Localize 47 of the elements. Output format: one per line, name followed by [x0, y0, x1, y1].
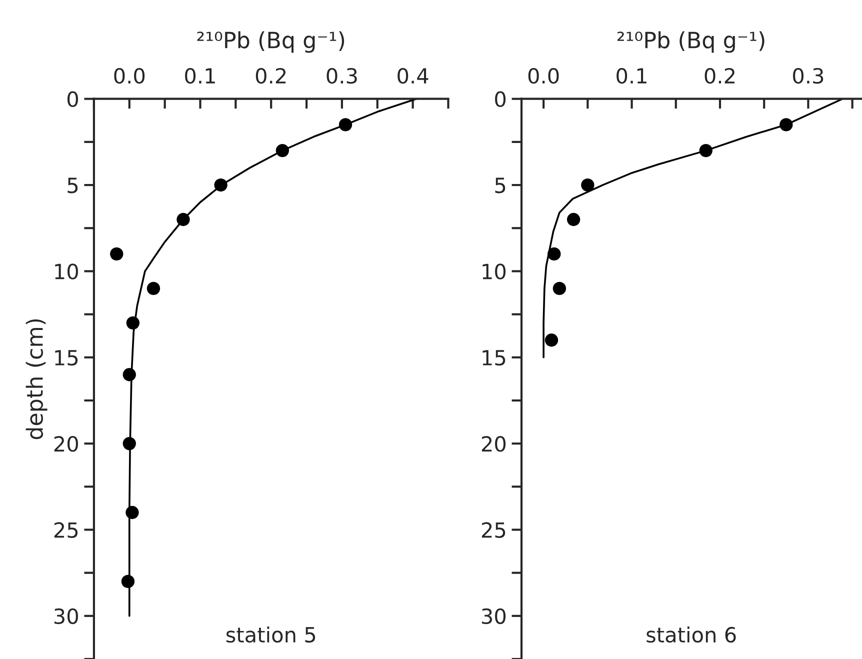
y-tick-label: 10: [55, 264, 78, 280]
point: [548, 247, 561, 261]
point: [146, 282, 160, 296]
y-tick-label: 30: [482, 608, 506, 624]
point: [214, 178, 228, 192]
point: [126, 506, 139, 520]
point: [552, 282, 566, 296]
point: [581, 178, 594, 192]
point: [338, 118, 352, 132]
y-tick-label: 5: [495, 178, 506, 194]
x-axis-title: ²¹⁰Pb (Bq g⁻¹): [197, 31, 344, 53]
y-axis-title: depth (cm): [26, 319, 48, 440]
point: [176, 212, 190, 226]
point: [544, 334, 558, 347]
x-tick-label: 0.2: [256, 68, 286, 84]
point: [122, 368, 136, 382]
y-tick-label: 25: [54, 522, 78, 538]
y-tick-label: 5: [68, 178, 78, 194]
point: [121, 574, 135, 588]
point: [566, 212, 580, 226]
point: [126, 316, 140, 330]
x-tick-label: 0.2: [704, 68, 734, 84]
annotation: station 6: [646, 626, 736, 643]
x-tick-label: 0.1: [616, 68, 646, 84]
y-tick-label: 10: [482, 264, 506, 280]
annotation: station 5: [226, 626, 316, 643]
x-tick-label: 0.4: [398, 68, 428, 84]
x-tick-label: 0.0: [114, 68, 145, 84]
x-tick-label: 0.3: [326, 68, 357, 84]
y-tick-label: 30: [54, 608, 78, 624]
y-tick-label: 0: [495, 91, 506, 108]
y-tick-label: 15: [482, 350, 506, 366]
point: [780, 118, 793, 132]
x-tick-label: 0.3: [793, 68, 824, 84]
y-tick-label: 25: [482, 522, 506, 538]
point: [122, 436, 136, 450]
x-tick-label: 0.1: [185, 68, 215, 84]
line-series: [542, 98, 844, 358]
x-tick-label: 0.0: [528, 68, 559, 84]
point: [276, 144, 290, 158]
point: [110, 247, 124, 261]
point: [699, 144, 712, 158]
y-tick-label: 15: [55, 350, 78, 366]
y-tick-label: 20: [482, 436, 506, 452]
y-tick-label: 0: [67, 91, 78, 108]
x-axis-title: ²¹⁰Pb (Bq g⁻¹): [617, 31, 764, 53]
y-tick-label: 20: [54, 436, 78, 452]
